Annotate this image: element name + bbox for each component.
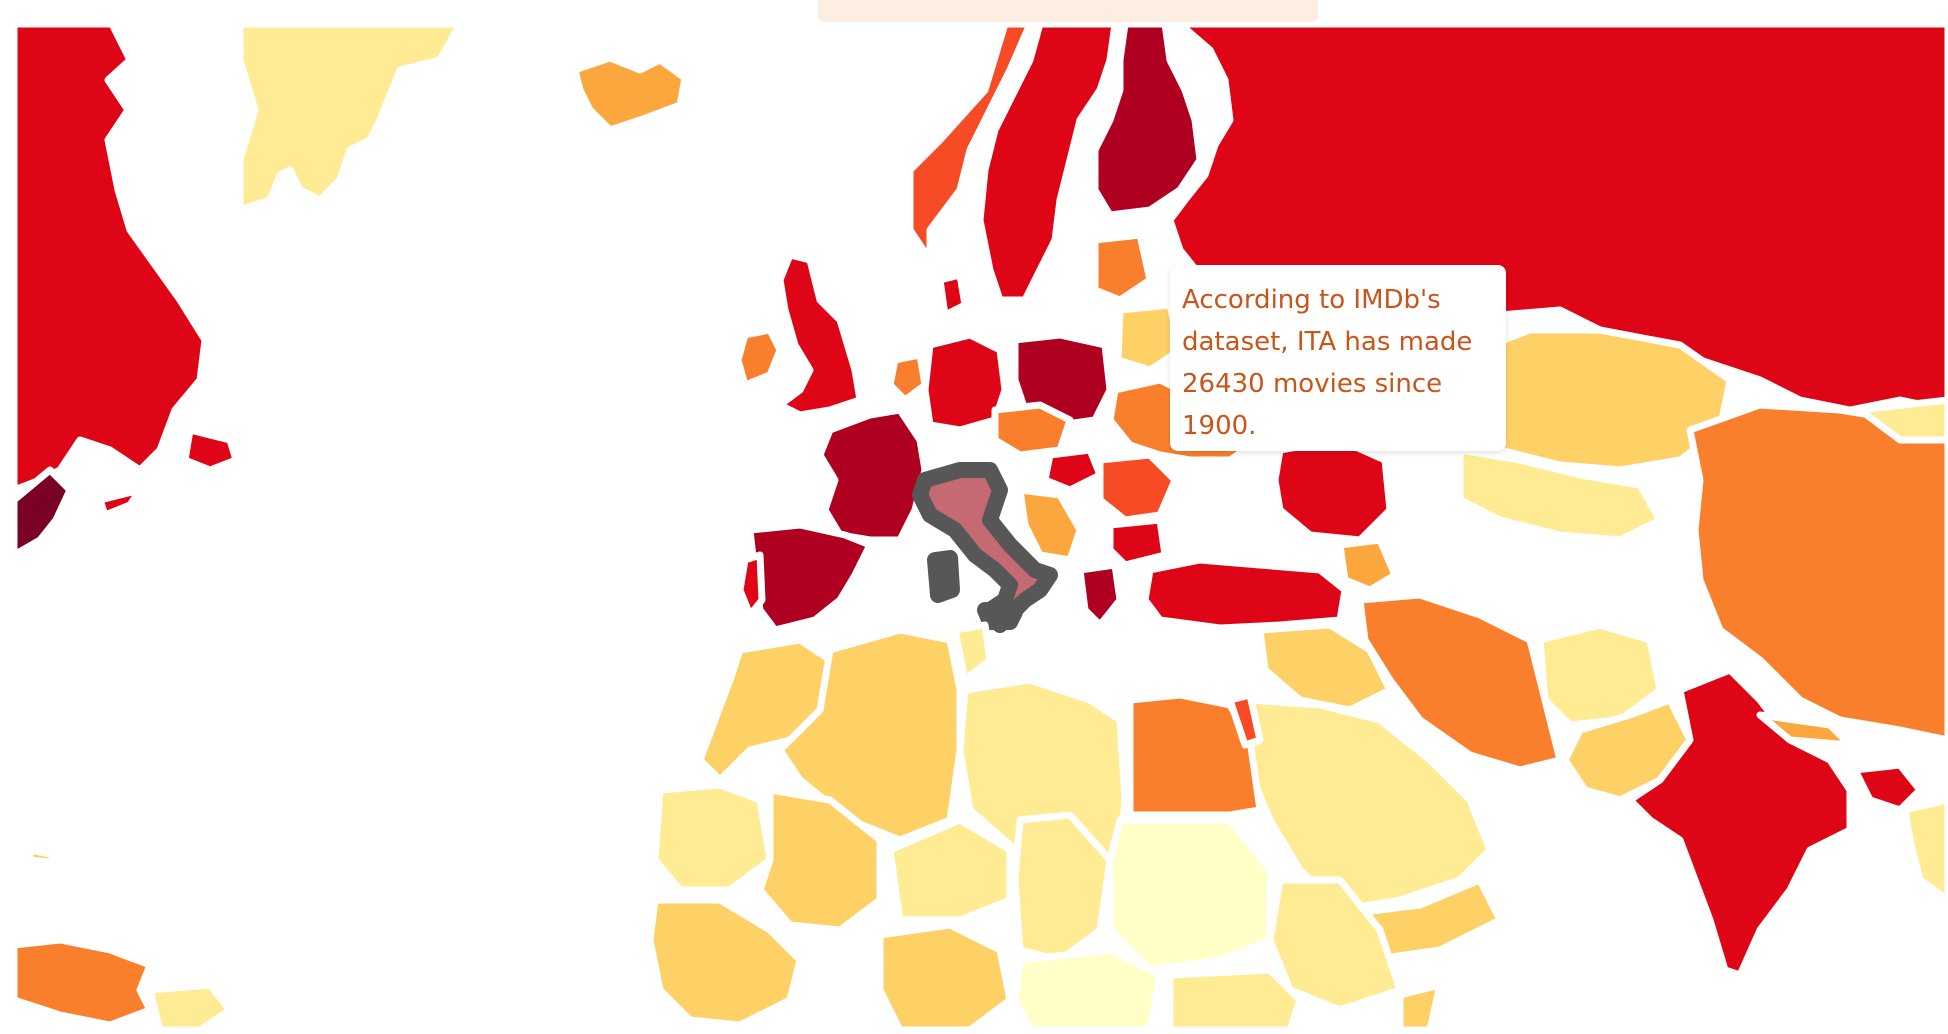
country-venezuela[interactable]	[146, 981, 234, 1034]
country-france[interactable]	[816, 406, 929, 544]
country-central-asia[interactable]	[1456, 446, 1664, 544]
country-israel-region[interactable]	[1226, 691, 1264, 749]
country-west-africa[interactable]	[646, 896, 804, 1029]
country-caucasus[interactable]	[1336, 536, 1399, 594]
country-somalia[interactable]	[1396, 981, 1444, 1034]
country-tunisia[interactable]	[951, 621, 994, 684]
country-benelux[interactable]	[886, 351, 929, 404]
country-canada-2[interactable]	[181, 426, 240, 474]
country-chad[interactable]	[1011, 811, 1114, 964]
country-romania[interactable]	[1096, 451, 1179, 524]
country-egypt[interactable]	[1126, 691, 1264, 819]
country-usa[interactable]	[10, 466, 74, 559]
country-belarus[interactable]	[1114, 301, 1184, 374]
country-mauritania[interactable]	[651, 781, 774, 894]
country-usa-2[interactable]	[96, 486, 144, 519]
country-greenland[interactable]	[236, 20, 464, 214]
country-sudan[interactable]	[1106, 816, 1274, 974]
country-turkey[interactable]	[1141, 556, 1349, 632]
country-italy-sardinia[interactable]	[927, 550, 960, 603]
country-nigeria[interactable]	[876, 921, 1014, 1034]
country-mongolia[interactable]	[1856, 396, 1948, 444]
country-canada[interactable]	[10, 20, 209, 494]
country-denmark[interactable]	[936, 271, 969, 319]
country-afghanistan[interactable]	[1536, 621, 1664, 729]
country-baltics[interactable]	[1091, 231, 1154, 304]
country-balkans[interactable]	[1016, 486, 1084, 564]
country-central-africa[interactable]	[1011, 946, 1164, 1034]
country-mali[interactable]	[756, 786, 884, 934]
country-czech-austria[interactable]	[991, 401, 1074, 459]
country-iraq-syria[interactable]	[1256, 621, 1394, 714]
country-italy-sicily[interactable]	[977, 602, 1023, 630]
country-portugal[interactable]	[736, 551, 766, 619]
country-uk[interactable]	[776, 251, 864, 419]
country-sweden[interactable]	[976, 20, 1119, 304]
country-bulgaria[interactable]	[1106, 516, 1169, 569]
country-norway[interactable]	[906, 20, 1034, 264]
country-iran[interactable]	[1356, 591, 1564, 774]
country-finland[interactable]	[1091, 20, 1204, 219]
country-hungary[interactable]	[1041, 446, 1104, 494]
country-ethiopia[interactable]	[1266, 876, 1404, 1014]
country-greece[interactable]	[1076, 561, 1124, 629]
country-tooltip: According to IMDb's dataset, ITA has mad…	[1170, 265, 1506, 451]
page-title-banner	[818, 0, 1318, 22]
country-niger[interactable]	[886, 816, 1014, 924]
tooltip-text: According to IMDb's dataset, ITA has mad…	[1182, 285, 1473, 441]
country-myanmar[interactable]	[1901, 796, 1948, 904]
country-nepal-bhutan[interactable]	[1756, 711, 1854, 749]
country-iceland[interactable]	[571, 54, 689, 134]
country-saudi-arabia[interactable]	[1241, 696, 1494, 914]
country-caribbean[interactable]	[10, 936, 154, 1029]
country-small-island[interactable]	[26, 846, 59, 866]
country-east-africa[interactable]	[1166, 966, 1304, 1034]
country-bangladesh[interactable]	[1851, 761, 1924, 814]
country-algeria[interactable]	[776, 626, 964, 844]
country-morocco[interactable]	[696, 636, 834, 784]
country-ireland[interactable]	[734, 326, 784, 389]
